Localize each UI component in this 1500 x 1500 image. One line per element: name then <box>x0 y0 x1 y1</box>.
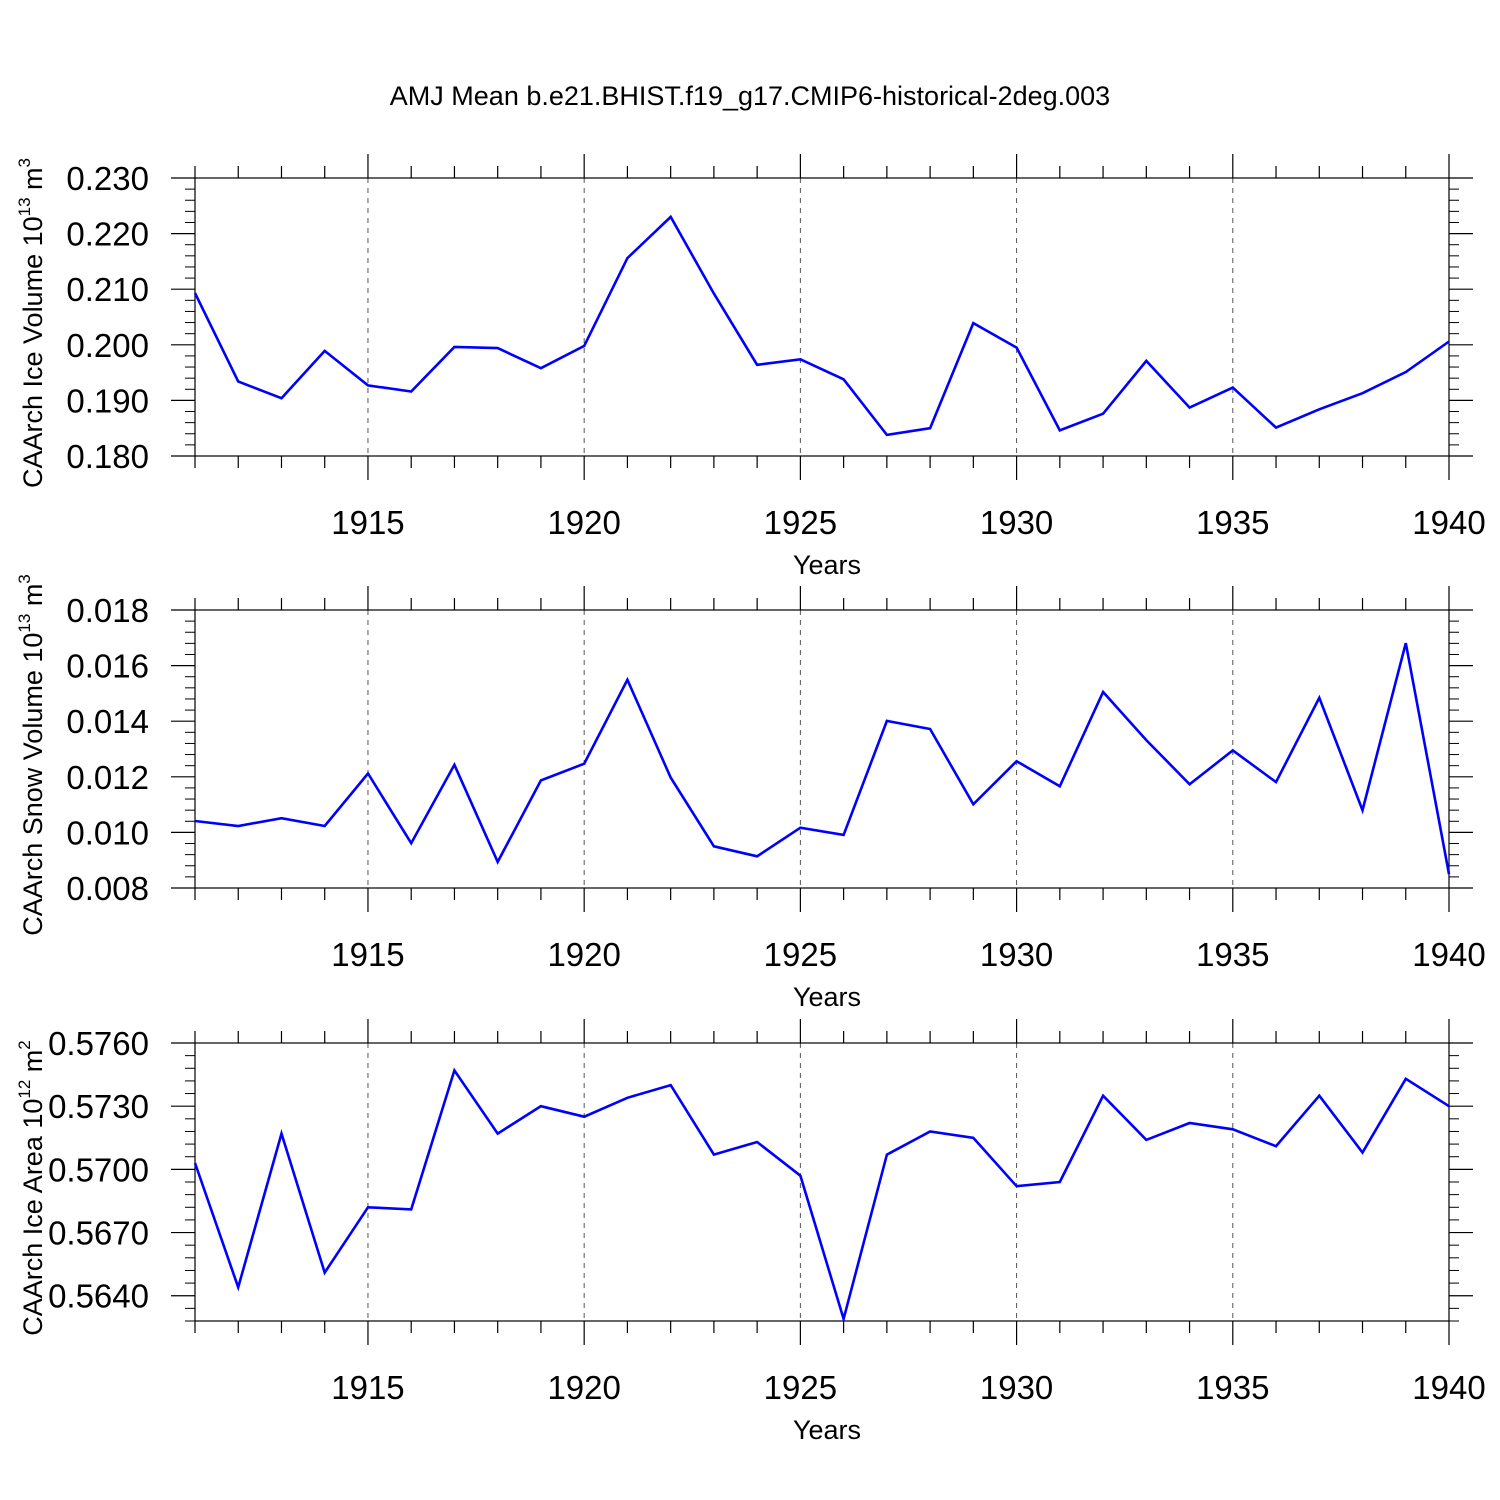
y-tick-label: 0.018 <box>66 592 149 629</box>
y-tick-label: 0.5760 <box>48 1025 149 1062</box>
x-tick-label: 1920 <box>547 504 620 541</box>
y-tick-label: 0.210 <box>66 271 149 308</box>
x-tick-label: 1935 <box>1196 504 1269 541</box>
x-tick-label: 1935 <box>1196 936 1269 973</box>
y-tick-label: 0.5670 <box>48 1215 149 1252</box>
y-tick-label: 0.016 <box>66 648 149 685</box>
x-tick-label: 1925 <box>764 1369 837 1406</box>
y-tick-label: 0.012 <box>66 759 149 796</box>
x-tick-label: 1940 <box>1412 1369 1485 1406</box>
y-tick-label: 0.5730 <box>48 1088 149 1125</box>
series-line <box>193 214 1450 437</box>
panel-1: 0.180 0.190 0.200 0.210 0.220 0.230 1915 1920 19… <box>15 154 1486 580</box>
series-line <box>193 1067 1450 1324</box>
y-axis-label-unit: m <box>18 167 48 197</box>
y-tick-label: 0.180 <box>66 438 149 475</box>
series-line <box>194 642 1451 875</box>
y-tick-label: 0.230 <box>66 160 149 197</box>
x-axis-label: Years <box>793 550 861 580</box>
panel-2: 0.008 0.010 0.012 0.014 0.016 0.018 1915 1920 19… <box>15 574 1486 1012</box>
x-tick-label: 1920 <box>547 1369 620 1406</box>
plot-frame <box>194 609 1450 889</box>
y-axis-label: CAArch Snow Volume 1013 m3 <box>15 574 48 936</box>
y-tick-label: 0.220 <box>66 216 149 253</box>
y-tick-label: 0.190 <box>66 382 149 419</box>
x-axis-label: Years <box>793 1415 861 1445</box>
x-tick-label: 1935 <box>1196 1369 1269 1406</box>
x-tick-label: 1925 <box>764 936 837 973</box>
y-axis-label: CAArch Ice Volume 1013 m3 <box>15 158 48 488</box>
y-tick-label: 0.014 <box>66 703 149 740</box>
y-axis-label-unit: m <box>18 1050 48 1080</box>
x-tick-label: 1915 <box>331 1369 404 1406</box>
y-axis-label-text: CAArch Snow Volume 10 <box>18 633 48 936</box>
y-axis-label-exponent: 12 <box>15 1080 34 1099</box>
y-axis-label-unit: m <box>18 584 48 614</box>
panel-3: 0.5640 0.5670 0.5700 0.5730 0.5760 1915 1920 19… <box>15 1019 1486 1445</box>
y-axis-label-text: CAArch Ice Volume 10 <box>18 216 48 488</box>
y-axis-label-exponent: 13 <box>15 197 34 216</box>
x-tick-label: 1930 <box>980 1369 1053 1406</box>
panels: 0.180 0.190 0.200 0.210 0.220 0.230 1915 1920 19… <box>15 154 1486 1445</box>
plot-frame <box>194 177 1450 457</box>
x-tick-label: 1915 <box>331 936 404 973</box>
x-tick-label: 1930 <box>980 504 1053 541</box>
x-tick-label: 1930 <box>980 936 1053 973</box>
y-tick-label: 0.008 <box>66 870 149 907</box>
y-axis-label-unit-exponent: 3 <box>15 158 34 167</box>
x-tick-label: 1915 <box>331 504 404 541</box>
x-tick-label: 1920 <box>547 936 620 973</box>
y-tick-label: 0.010 <box>66 814 149 851</box>
x-tick-label: 1940 <box>1412 504 1485 541</box>
y-axis-label-text: CAArch Ice Area 10 <box>18 1099 48 1336</box>
chart-title: AMJ Mean b.e21.BHIST.f19_g17.CMIP6-histo… <box>390 81 1110 111</box>
y-axis-label: CAArch Ice Area 1012 m2 <box>15 1040 48 1336</box>
y-axis-label-unit-exponent: 2 <box>15 1040 34 1049</box>
y-tick-label: 0.5700 <box>48 1151 149 1188</box>
x-tick-label: 1940 <box>1412 936 1485 973</box>
x-tick-label: 1925 <box>764 504 837 541</box>
y-axis-label-exponent: 13 <box>15 614 34 633</box>
y-axis-label-unit-exponent: 3 <box>15 574 34 583</box>
y-tick-label: 0.200 <box>66 327 149 364</box>
x-axis-label: Years <box>793 982 861 1012</box>
y-tick-label: 0.5640 <box>48 1278 149 1315</box>
